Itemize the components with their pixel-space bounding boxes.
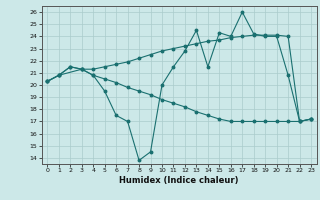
X-axis label: Humidex (Indice chaleur): Humidex (Indice chaleur) [119,176,239,185]
